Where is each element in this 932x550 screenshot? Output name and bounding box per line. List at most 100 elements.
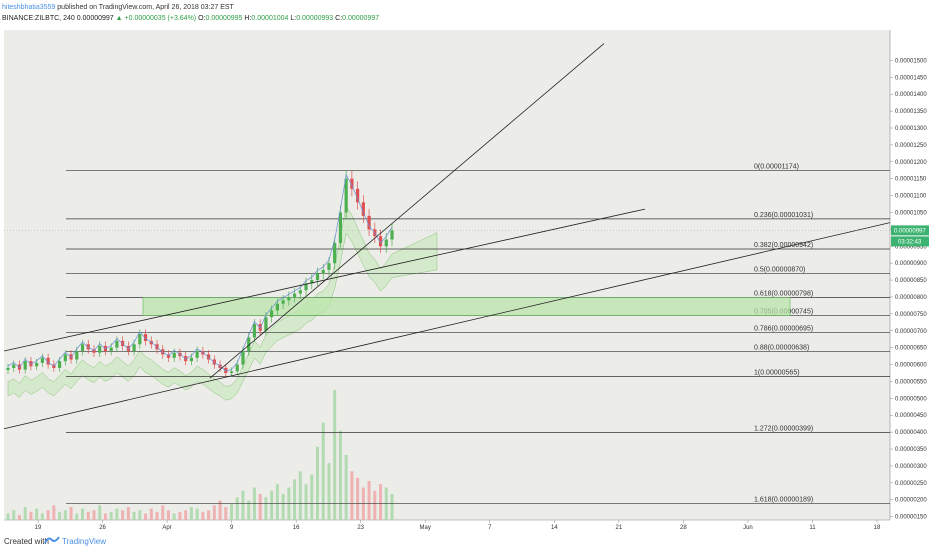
volume-bar [304,484,308,520]
fib-level-label: 0.236(0.00001031) [754,212,813,219]
time-tick-label: 21 [616,525,623,531]
volume-bar [17,515,21,520]
volume-bar [189,507,193,520]
price-tick-label: 0.00001450 [895,75,927,81]
candle-body [143,334,148,341]
ichimoku-cloud [7,205,438,401]
time-tick-label: 14 [551,525,558,531]
volume-bar [161,505,165,520]
chart-header: hiteshbhatia3559 published on TradingVie… [0,0,932,30]
open-value: 0.00000995 [205,15,243,22]
volume-bar [373,490,377,520]
candle-body [252,324,257,338]
price-tick-label: 0.00000400 [895,430,927,436]
volume-bar [6,513,10,520]
volume-bar [35,508,39,520]
volume-bar [333,390,337,520]
volume-bar [281,494,285,520]
candle-body [189,357,194,362]
candle-body [23,361,27,370]
author-link[interactable]: hiteshbhatia3559 [2,4,56,11]
candle-body [80,344,85,352]
candle-body [40,357,44,363]
price-tick-label: 0.00000300 [895,464,927,470]
candle-body [241,351,245,365]
volume-bar [184,510,188,520]
low-value: 0.00000993 [296,15,334,22]
volume-bar [235,497,239,520]
price-change: ▲ +0.00000035 (+3.64%) [115,15,197,22]
time-tick-label: Apr [162,525,171,531]
volume-bar [201,511,205,520]
candle-body [184,356,188,362]
volume-bar [132,511,136,520]
candle-body [92,349,96,353]
candle-body [384,239,388,247]
price-tick-label: 0.00000500 [895,396,927,402]
volume-bar [92,510,96,520]
created-with-text: Created with [4,537,49,546]
volume-bar [315,446,319,520]
volume-bar [81,508,85,520]
footer: Created with TradingView [0,532,932,550]
candle-body [46,357,50,365]
channel-upper-trendline [3,208,646,352]
volume-bar [310,474,314,520]
high-label: H: [244,15,252,22]
open-label: O: [198,15,206,22]
price-tick-label: 0.00001300 [895,126,927,132]
fib-level-label: 0.5(0.00000870) [754,266,805,273]
fib-level-label: 0.618(0.00000798) [754,291,813,298]
price-chart[interactable]: 0.00001500 0.00001450 0.00001400 0.00001350… [0,0,932,532]
volume-bar [144,513,148,520]
price-tick-label: 0.00001100 [895,194,927,200]
volume-bar [367,481,371,520]
price-tick-label: 0.00000950 [895,244,927,250]
price-tick-label: 0.00000650 [895,346,927,352]
symbol-line: BINANCE:ZILBTC, 240 0.00000997 ▲ +0.0000… [2,14,379,24]
price-tag [891,225,929,236]
volume-bar [241,490,245,520]
volume-bar [58,511,62,520]
volume-bar [46,510,50,520]
candle-body [57,361,62,368]
last-price: 0.00000997 [76,15,114,22]
candle-body [390,230,394,240]
volume-bar [12,510,16,520]
timer-tag [891,236,929,247]
price-tick-label: 0.00001050 [895,210,927,216]
price-tick-label: 0.00000700 [895,329,927,335]
volume-bar [298,471,302,520]
candle-body [212,359,216,365]
volume-bar [218,500,222,520]
price-tick-label: 0.00000350 [895,447,927,453]
tradingview-brand[interactable]: TradingView [62,537,107,546]
candle-body [235,364,239,372]
candle-body [29,361,33,367]
fib-level-label: 0.88(0.00000638) [754,345,809,352]
fib-level-label: 1.618(0.00000189) [754,496,813,503]
price-tag-value: 0.00000997 [894,228,926,234]
candle-body [287,296,291,301]
candle-body [195,351,199,358]
candle-body [109,347,113,352]
candle-body [356,188,360,203]
volume-bar [40,513,44,520]
volume-bar [338,430,342,520]
time-tick-label: 9 [230,525,234,531]
price-tick-label: 0.00000550 [895,379,927,385]
time-tick-label: 28 [680,525,687,531]
candle-body [258,324,262,331]
time-tick-label: 18 [874,525,881,531]
time-tick-label: 23 [357,525,364,531]
channel-lower-trendline [3,222,891,430]
close-value: 0.00000997 [342,15,380,22]
high-value: 0.00001004 [251,15,289,22]
candle-body [315,273,320,281]
fib-level-label: 0(0.00001174) [754,164,799,171]
candle-body [270,310,274,318]
volume-bar [390,494,394,520]
volume-bar [275,484,279,520]
candle-body [6,367,10,370]
candle-body [333,242,337,264]
